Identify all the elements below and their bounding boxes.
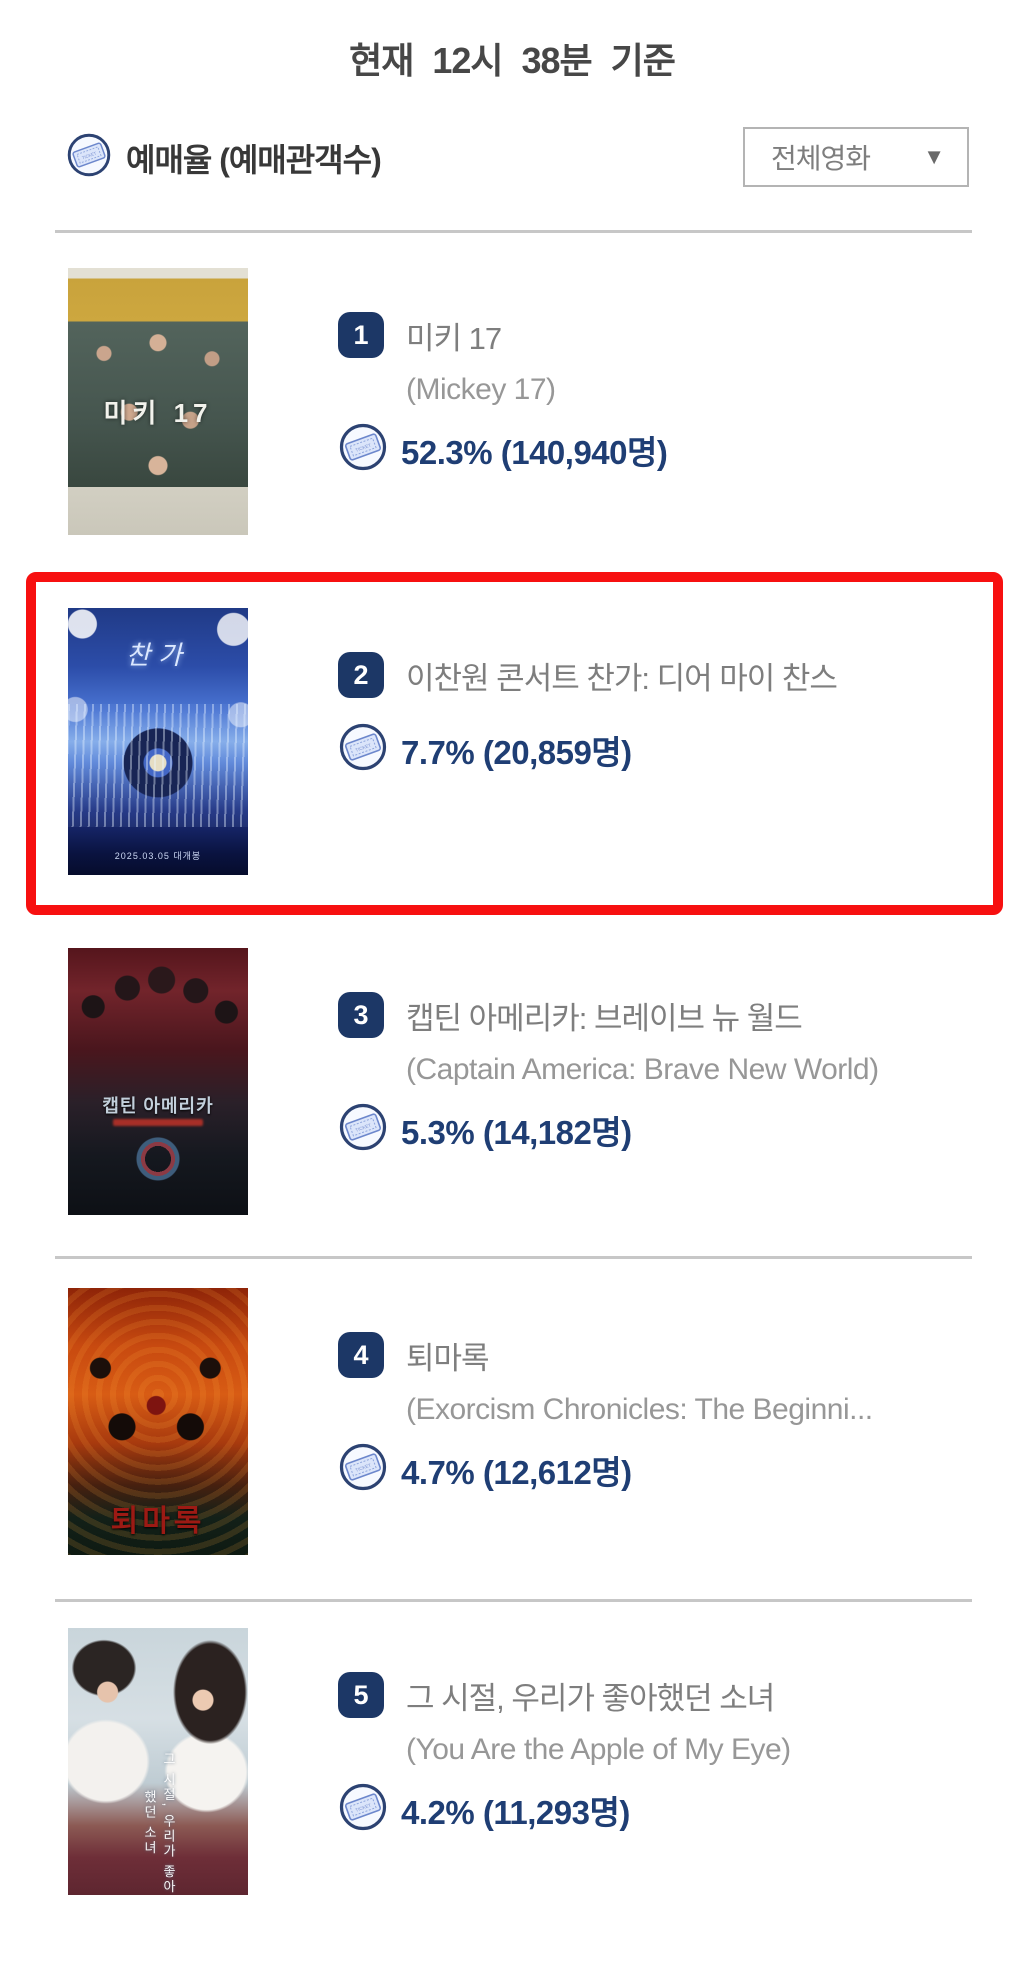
movie-title-english: (Captain America: Brave New World) bbox=[406, 1053, 879, 1086]
ticket-icon bbox=[338, 1102, 388, 1157]
metric-header: 예매율 (예매관객수) bbox=[66, 132, 382, 183]
poster-art bbox=[68, 1288, 248, 1555]
ticket-icon bbox=[66, 132, 112, 183]
movie-title-english: (You Are the Apple of My Eye) bbox=[406, 1733, 791, 1766]
movie-title[interactable]: 미키 17 bbox=[406, 320, 502, 356]
booking-stat: 7.7% (20,859명) bbox=[401, 733, 632, 771]
movie-list-item-3[interactable]: 캡틴 아메리카 3 캡틴 아메리카: 브레이브 뉴 월드 (Captain Am… bbox=[0, 948, 1024, 1288]
list-divider bbox=[55, 1599, 972, 1602]
movie-filter-dropdown[interactable]: 전체영화 ▼ bbox=[743, 127, 969, 187]
list-divider bbox=[55, 230, 972, 233]
movie-poster[interactable]: 퇴마록 bbox=[68, 1288, 248, 1555]
metric-label: 예매율 (예매관객수) bbox=[126, 141, 382, 178]
booking-stat: 4.7% (12,612명) bbox=[401, 1453, 632, 1491]
movie-title-english: (Exorcism Chronicles: The Beginni... bbox=[406, 1393, 873, 1426]
rank-badge: 3 bbox=[338, 992, 384, 1038]
rank-badge: 2 bbox=[338, 652, 384, 698]
movie-list-item-5[interactable]: 그 시절, 우리가 좋아했던 소녀 5 그 시절, 우리가 좋아했던 소녀 (Y… bbox=[0, 1628, 1024, 1968]
poster-art bbox=[68, 608, 248, 875]
ticket-icon bbox=[338, 722, 388, 777]
booking-stat: 5.3% (14,182명) bbox=[401, 1113, 632, 1151]
ticket-icon bbox=[338, 422, 388, 477]
poster-art bbox=[68, 268, 248, 535]
movie-list-item-1[interactable]: 미키 17 1 미키 17 (Mickey 17) 52.3% (140,940… bbox=[0, 268, 1024, 608]
movie-title[interactable]: 이찬원 콘서트 찬가: 디어 마이 찬스 bbox=[406, 660, 838, 696]
rank-badge: 1 bbox=[338, 312, 384, 358]
list-divider bbox=[55, 1256, 972, 1259]
movie-poster[interactable]: 미키 17 bbox=[68, 268, 248, 535]
rank-badge: 5 bbox=[338, 1672, 384, 1718]
ticket-icon bbox=[338, 1442, 388, 1497]
poster-art bbox=[68, 948, 248, 1215]
movie-list-item-2[interactable]: 찬가 2025.03.05 대개봉 2 이찬원 콘서트 찬가: 디어 마이 찬스… bbox=[0, 608, 1024, 948]
movie-poster[interactable]: 찬가 2025.03.05 대개봉 bbox=[68, 608, 248, 875]
rank-badge: 4 bbox=[338, 1332, 384, 1378]
chevron-down-icon: ▼ bbox=[923, 144, 945, 169]
movie-poster[interactable]: 그 시절, 우리가 좋아했던 소녀 bbox=[68, 1628, 248, 1895]
dropdown-selected-value: 전체영화 bbox=[771, 143, 871, 174]
booking-stat: 4.2% (11,293명) bbox=[401, 1793, 630, 1831]
movie-poster[interactable]: 캡틴 아메리카 bbox=[68, 948, 248, 1215]
ticket-icon bbox=[338, 1782, 388, 1837]
timestamp-heading: 현재 12시 38분 기준 bbox=[349, 40, 676, 81]
poster-art bbox=[113, 1118, 203, 1126]
poster-art bbox=[68, 1628, 248, 1895]
movie-title[interactable]: 퇴마록 bbox=[406, 1340, 490, 1376]
movie-title[interactable]: 그 시절, 우리가 좋아했던 소녀 bbox=[406, 1680, 775, 1716]
booking-stat: 52.3% (140,940명) bbox=[401, 433, 668, 471]
movie-title-english: (Mickey 17) bbox=[406, 373, 556, 406]
movie-title[interactable]: 캡틴 아메리카: 브레이브 뉴 월드 bbox=[406, 1000, 803, 1036]
movie-list-item-4[interactable]: 퇴마록 4 퇴마록 (Exorcism Chronicles: The Begi… bbox=[0, 1288, 1024, 1628]
